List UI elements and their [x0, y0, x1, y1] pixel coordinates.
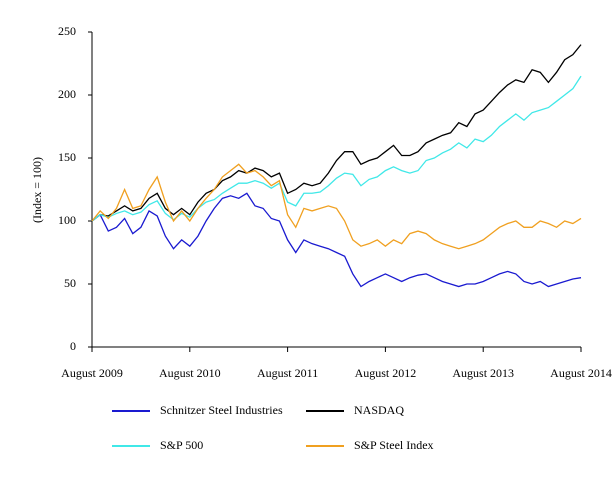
y-tick-label: 50: [64, 276, 76, 290]
series-line: [91, 163, 582, 250]
legend-label: S&P 500: [160, 438, 203, 452]
series-line: [91, 75, 582, 222]
y-tick-label: 150: [58, 150, 76, 164]
legend-label: NASDAQ: [354, 403, 404, 417]
y-tick-label: 200: [58, 87, 76, 101]
x-tick-label: August 2010: [159, 366, 221, 380]
y-axis-label: (Index = 100): [30, 157, 44, 223]
legend-label: Schnitzer Steel Industries: [160, 403, 283, 417]
y-tick-label: 100: [58, 213, 76, 227]
y-tick-label: 0: [70, 339, 76, 353]
series-line: [91, 192, 582, 288]
x-tick-label: August 2012: [355, 366, 417, 380]
legend-label: S&P Steel Index: [354, 438, 434, 452]
x-tick-label: August 2014: [550, 366, 612, 380]
x-tick-label: August 2013: [452, 366, 514, 380]
x-tick-label: August 2009: [61, 366, 123, 380]
x-tick-label: August 2011: [257, 366, 318, 380]
y-tick-label: 250: [58, 24, 76, 38]
series-line: [91, 44, 582, 222]
